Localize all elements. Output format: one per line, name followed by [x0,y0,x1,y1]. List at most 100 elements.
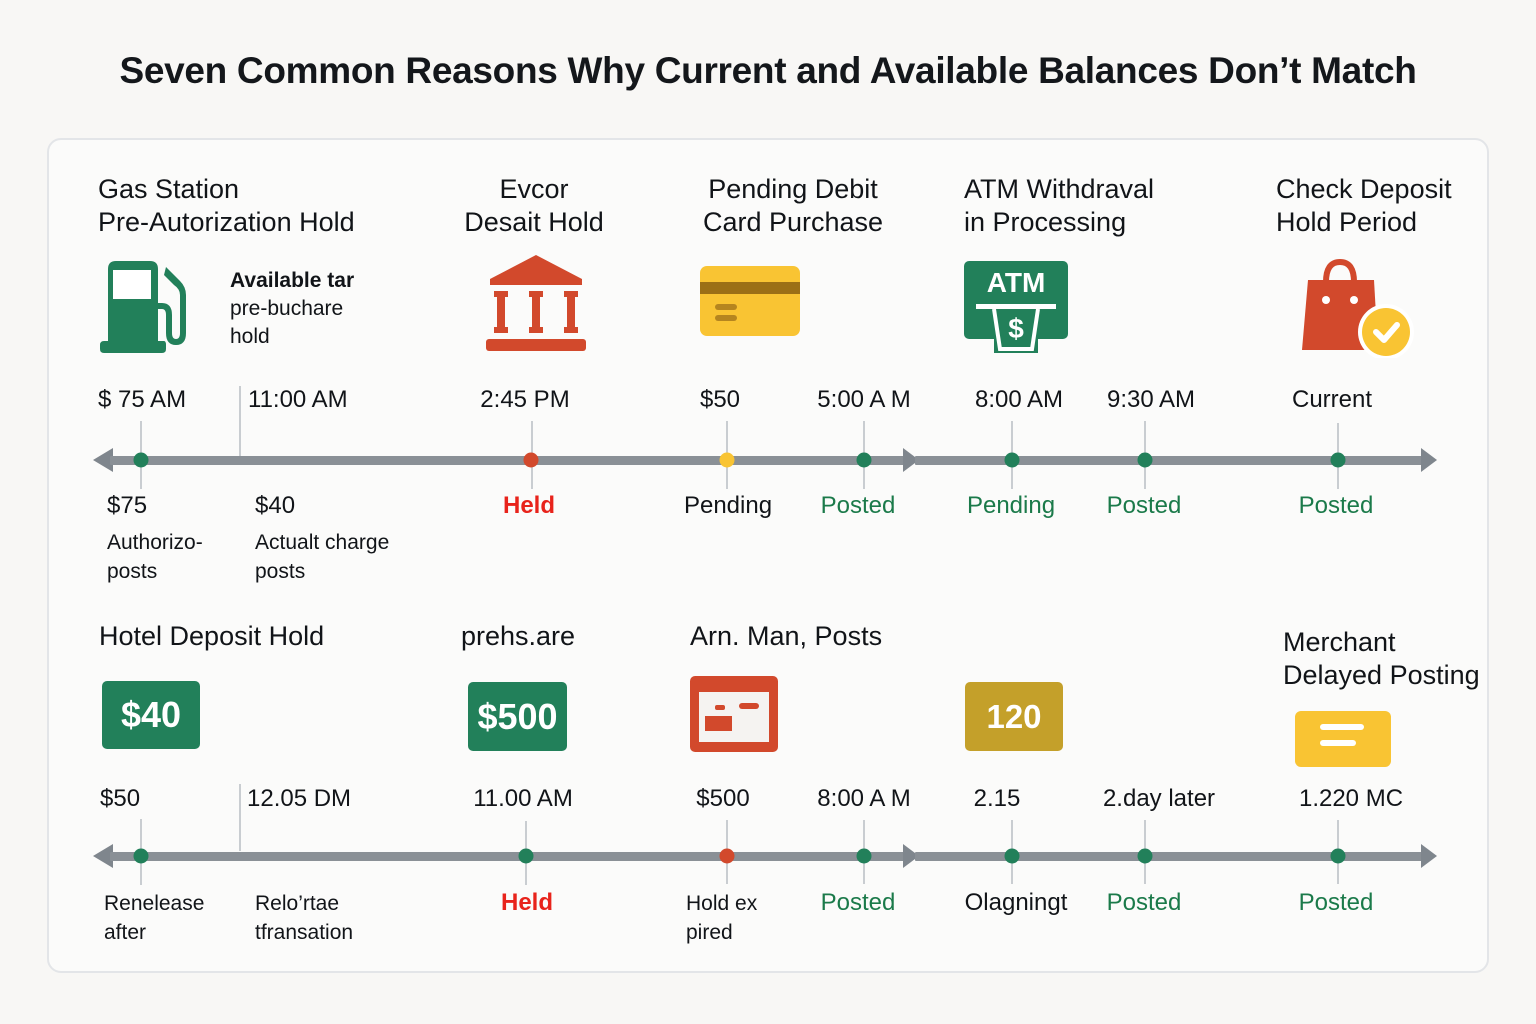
timeline-point-green [1137,452,1153,468]
description-line: Relo’rtae [255,892,340,915]
section-title-deposit-hold: Evcor Desait Hold [464,173,604,239]
dollar-badge-icon: $500 [468,682,567,751]
dollar-badge-icon: $40 [102,681,200,749]
timeline-2-bar-right [915,852,1423,861]
time-label: 11.00 AM [473,785,573,812]
description-line: Actualt charge [255,531,390,554]
timeline-point-green [133,848,149,864]
timeline-2-bar-left [110,852,905,861]
timeline-point-green [518,848,534,864]
status-label: Olagningt [964,889,1068,916]
timeline-point-green [1330,848,1346,864]
point-description: Hold ex pired [686,889,757,947]
shopping-bag-check-icon [1300,258,1414,363]
number-badge-icon: 120 [965,682,1063,751]
description-line: Renelease [104,892,205,915]
status-posted: Posted [820,492,896,519]
tick-line [239,784,241,851]
timeline-point-green [1137,848,1153,864]
timeline-1-mid-arrow [903,448,919,472]
title-line: in Processing [964,207,1127,237]
timeline-1-right-arrow [1421,448,1437,472]
title-line: Pre-Autorization Hold [98,207,355,237]
bank-icon [486,255,586,356]
description-line: posts [255,560,306,583]
title-line: Hold Period [1276,207,1418,237]
timeline-point-red [719,848,735,864]
status-posted: Posted [820,889,896,916]
time-label: 8:00 A M [817,785,911,812]
title-line: ATM Withdraval [964,174,1155,204]
browser-window-icon [690,676,778,757]
title-line: Desait Hold [464,207,604,237]
title-line: Merchant [1283,627,1396,657]
status-posted: Posted [1106,889,1182,916]
credit-card-icon [700,266,800,341]
tick-line [239,386,241,456]
timeline-1-bar-right [915,456,1423,465]
timeline-1-bar-left [110,456,905,465]
status-pending: Pending [966,492,1056,519]
description-line: after [104,921,147,944]
point-description: Relo’rtae tfransation [255,889,353,947]
status-posted: Posted [1106,492,1182,519]
timeline-point-green [133,452,149,468]
timeline-1-left-arrow [93,448,113,472]
description-line: pired [686,921,733,944]
time-label: 5:00 A M [817,386,911,413]
section-title-atm-withdrawal: ATM Withdraval in Processing [964,173,1154,239]
section-title-gas-station: Gas Station Pre-Autorization Hold [98,173,355,239]
title-line: Gas Station [98,174,240,204]
title-line: prehs.are [461,621,576,651]
timeline-point-green [1004,452,1020,468]
dollar-sign-icon: $ [1008,313,1024,344]
gas-station-note: Available tar pre-buchare hold [230,267,354,351]
time-label: 2.day later [1102,785,1216,812]
point-description: Renelease after [104,889,204,947]
section-title-2: prehs.are [461,620,575,653]
time-label: 11:00 AM [248,386,348,413]
title-line: Check Deposit [1276,174,1452,204]
title-line: Hotel Deposit Hold [99,621,325,651]
section-title-merchant-delayed: Merchant Delayed Posting [1283,626,1480,692]
current-label: Current [1291,386,1373,413]
page-title: Seven Common Reasons Why Current and Ava… [119,50,1417,91]
time-label: 2:45 PM [480,386,570,413]
timeline-point-green [856,452,872,468]
point-description: Actualt charge posts [255,528,389,586]
status-posted: Posted [1298,492,1374,519]
time-label: $ 75 AM [98,386,187,413]
amount-label: $500 [696,785,750,812]
amount-label: $75 [107,492,148,519]
timeline-point-yellow [719,452,735,468]
receipt-icon [1295,711,1391,772]
badge-amount: $40 [120,694,182,735]
note-line: pre-buchare [230,297,344,320]
time-label: 12.05 DM [247,785,352,812]
time-label: 1.220 MC [1298,785,1404,812]
amount-label: $50 [699,386,741,413]
gas-pump-icon [100,261,196,360]
section-title-check-deposit: Check Deposit Hold Period [1276,173,1452,239]
note-line: Available tar [230,269,355,292]
section-title-3: Arn. Man, Posts [690,620,882,653]
title-line: Evcor [499,174,569,204]
timeline-point-green [856,848,872,864]
status-held: Held [502,492,556,519]
section-title-pending-debit: Pending Debit Card Purchase [695,173,891,239]
status-posted: Posted [1298,889,1374,916]
badge-amount: $500 [477,695,558,737]
timeline-2-left-arrow [93,844,113,868]
time-label: 2.15 [973,785,1021,812]
timeline-point-green [1004,848,1020,864]
description-line: tfransation [255,921,354,944]
point-description: Authorizo- posts [107,528,203,586]
timeline-point-red [523,452,539,468]
timeline-2-right-arrow [1421,844,1437,868]
atm-icon: ATM $ [964,261,1068,358]
atm-icon-label: ATM [986,267,1046,298]
badge-number: 120 [986,697,1042,735]
status-pending: Pending [683,492,773,519]
timeline-2-mid-arrow [903,844,919,868]
note-line: hold [230,325,270,348]
